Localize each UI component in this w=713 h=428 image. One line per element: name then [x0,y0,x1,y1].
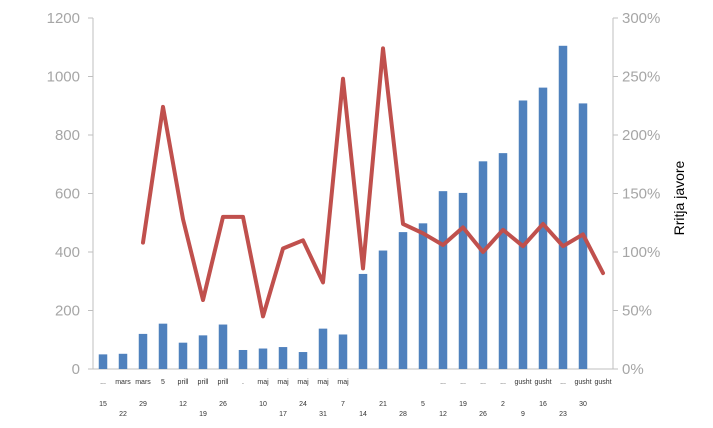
category-label-bottom: 21 [379,401,387,408]
bar [118,353,128,369]
category-label-top: maj [257,379,269,386]
bar [178,342,188,369]
bar [558,45,568,369]
bar [298,352,308,369]
bar [98,354,108,369]
category-label-bottom: 24 [299,401,307,408]
category-label-top: 5 [161,379,165,386]
category-label-top: mars [135,379,151,386]
y-tick-label: 1000 [47,69,80,86]
category-label-bottom: 16 [539,401,547,408]
y2-tick-label: 100% [622,244,660,261]
bar [498,153,508,369]
bar [458,192,468,369]
category-label-top: ... [560,379,566,386]
category-label-top: ... [460,379,466,386]
category-label-bottom: 28 [399,411,407,418]
category-label-top: prill [218,379,229,386]
category-label-bottom: 30 [579,401,587,408]
growth-line [141,46,605,319]
bar [238,349,248,369]
y2-tick-label: 0% [622,361,644,378]
category-label-top: mars [115,379,131,386]
category-label-bottom: 14 [359,411,367,418]
y2-tick-label: 50% [622,303,652,320]
category-label-bottom: 17 [279,411,287,418]
category-label-top: maj [277,379,289,386]
category-label-bottom: 10 [259,401,267,408]
category-label-top: maj [317,379,329,386]
y2-tick-label: 200% [622,127,660,144]
bar [338,334,348,369]
bar [358,273,368,369]
y-tick-label: 400 [55,244,80,261]
bar [258,348,268,369]
category-label-top: ... [480,379,486,386]
y-tick-label: 200 [55,303,80,320]
bar [218,324,228,369]
category-label-bottom: 12 [439,411,447,418]
category-label-bottom: 29 [139,401,147,408]
category-label-top: gusht [534,379,551,386]
category-label-bottom: 19 [199,411,207,418]
bar [198,335,208,369]
bar-series [98,45,588,370]
category-label-top: ... [440,379,446,386]
category-label-top: gusht [574,379,591,386]
category-label-bottom: 7 [341,401,345,408]
y2-tick-label: 250% [622,69,660,86]
bar [138,333,148,369]
category-label-bottom: 19 [459,401,467,408]
bar [158,323,168,369]
y-tick-label: 1200 [47,10,80,27]
y-tick-label: 600 [55,186,80,203]
category-label-bottom: 31 [319,411,327,418]
category-label-bottom: 23 [559,411,567,418]
category-label-top: ... [100,379,106,386]
y-tick-label: 0 [72,361,80,378]
category-label-bottom: 22 [119,411,127,418]
category-label-bottom: 26 [219,401,227,408]
bar [378,250,388,369]
category-label-top: maj [297,379,309,386]
category-label-top: maj [337,379,349,386]
bar [478,161,488,369]
category-label-top: gusht [594,379,611,386]
category-label-bottom: 2 [501,401,505,408]
category-label-top: prill [198,379,209,386]
y2-tick-label: 300% [622,10,660,27]
y2-tick-label: 150% [622,186,660,203]
category-label-top: ... [500,379,506,386]
bar [318,328,328,369]
y-tick-label: 800 [55,127,80,144]
category-label-top: prill [178,379,189,386]
bar [538,87,548,370]
bar [398,232,408,369]
category-label-bottom: 5 [421,401,425,408]
bar [278,347,288,369]
category-label-top: . [242,379,244,386]
y2-axis-title: Rritja javore [671,160,687,235]
bar [418,223,428,369]
bar [518,100,528,370]
category-label-bottom: 26 [479,411,487,418]
category-label-bottom: 12 [179,401,187,408]
category-label-top: gusht [514,379,531,386]
chart-axes: 0 0% 200 50% 400 100% 600 150% 800 200% 1000 250% 12… [47,10,661,378]
growth-line-series [141,46,605,319]
category-label-bottom: 15 [99,401,107,408]
category-label-bottom: 9 [521,411,525,418]
bar [438,191,448,369]
